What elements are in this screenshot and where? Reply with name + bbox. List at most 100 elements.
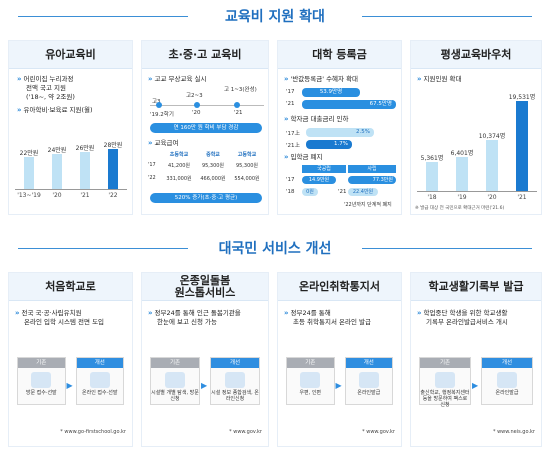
- card-tuition: 대학 등록금 » '반값등록금' 수혜자 확대 '17 53.9만명 '21 67…: [277, 40, 402, 215]
- data-label: 24만원: [47, 147, 67, 155]
- timeline-line: [150, 105, 264, 106]
- before-box: 기존 시설별 개별 탐색, 방문신청: [150, 357, 200, 405]
- bullet: » 정부24를 통해: [284, 309, 331, 317]
- service-url: * www.gov.kr: [362, 429, 395, 435]
- card-first-school: 처음학교로 » 전국 국·공·사립유치원 온라인 입학 시스템 전면 도입 기존 …: [8, 272, 133, 447]
- bullet: » 학자금 대출금리 인하: [284, 115, 349, 123]
- before-icon: [435, 372, 455, 388]
- bullet: » 전국 국·공·사립유치원: [15, 309, 82, 317]
- after-box: 개선 온라인발급: [344, 357, 393, 405]
- row-year: '21: [286, 101, 295, 107]
- bar-fee-private-17: 77.3만원: [348, 176, 396, 184]
- tick-label: '21: [80, 192, 90, 199]
- after-label: 개선: [76, 358, 123, 368]
- after-box: 개선 온라인 접수·선발: [75, 357, 124, 405]
- row-year: '17: [286, 89, 295, 95]
- divider: [362, 248, 532, 249]
- note: '22년까지 단계적 폐지: [344, 202, 392, 208]
- tick-label: '13~'19: [17, 192, 41, 199]
- after-text: 온라인발급: [357, 390, 381, 396]
- service-url: * www.gov.kr: [229, 429, 262, 435]
- before-label: 기존: [18, 358, 65, 368]
- data-label: 22만원: [19, 149, 39, 157]
- before-text: 방문 접수·선발: [25, 390, 57, 396]
- bar: [456, 157, 468, 191]
- before-box: 기존 출신학교, 행정복지센터 등을 방문하여 팩스로 신청: [419, 357, 471, 408]
- step-label: 고 1~3(완성): [224, 87, 257, 93]
- step-label: 고2~3: [186, 93, 203, 99]
- bullet: » 입학금 폐지: [284, 153, 323, 161]
- step-year: '21: [234, 110, 243, 116]
- bar-beneficiaries-17: 53.9만명: [302, 88, 360, 97]
- card-early-childhood: 유아교육비 » 어린이집 누리과정 전액 국고 지원 ('18~, 약 2조원) …: [8, 40, 133, 215]
- card-title: 유아교육비: [9, 41, 132, 69]
- free-education-steps: 고3 고2~3 고 1~3(완성) '19.2학기 '20 '21: [150, 87, 264, 118]
- bar: [80, 151, 90, 189]
- card-online-notice: 온라인취학통지서 » 정부24를 통해 초등 취학통지서 온라인 발급 기존 우편…: [277, 272, 402, 447]
- card-title: 평생교육바우처: [411, 41, 541, 69]
- bullet: » 유아학비·보육료 지원(월): [17, 106, 93, 114]
- bullet-cont: 초등 취학통지서 온라인 발급: [293, 318, 371, 326]
- bar-beneficiaries-21: 67.5만명: [302, 100, 396, 109]
- card-lifelong-voucher: 평생교육바우처 » 지원인원 확대 5,361명 '18 6,401명 '19 10,37…: [410, 40, 542, 215]
- service-url: * www.neis.go.kr: [492, 429, 535, 435]
- timeline-dot: [234, 102, 240, 108]
- after-label: 개선: [345, 358, 392, 368]
- card-title: 온라인취학통지서: [278, 273, 401, 301]
- bullet: » 고교 무상교육 실시: [148, 75, 207, 83]
- before-text: 우편, 인편: [299, 390, 322, 396]
- after-icon: [89, 372, 110, 388]
- tick-label: '20: [52, 192, 62, 199]
- bar-chart-childcare: 22만원 '13~'19 24만원 '20 26만원 '21 28만원 '22: [15, 137, 127, 201]
- bullet: » 정부24를 통해 인근 돌봄기관을: [148, 309, 241, 317]
- before-box: 기존 방문 접수·선발: [17, 357, 66, 405]
- card-title: 처음학교로: [9, 273, 132, 301]
- tick-label: '19: [457, 194, 467, 201]
- row-year: '21上: [286, 143, 301, 149]
- after-box: 개선 시설 정보 종합검색, 온라인신청: [210, 357, 260, 405]
- card-title: 온종일돌봄 원스톱서비스: [142, 273, 268, 301]
- col-head: 고등학교: [237, 152, 257, 158]
- bar-fee-public-17: 14.9만원: [302, 176, 336, 184]
- bar-chart-voucher: 5,361명 '18 6,401명 '19 10,374명 '20 19,531명 '21: [417, 89, 537, 203]
- card-school-costs: 초·중·고 교육비 »고교 무상교육 실시 고3 고2~3 고 1~3(완성) …: [141, 40, 269, 215]
- row-year: '18: [286, 189, 295, 195]
- bar: [516, 101, 528, 191]
- row-year: '17上: [286, 131, 301, 137]
- row-year: '21: [338, 189, 347, 195]
- step-year: '19.2학기: [150, 112, 174, 118]
- after-text: 온라인 접수·선발: [82, 390, 118, 396]
- bullet: » '반값등록금' 수혜자 확대: [284, 75, 359, 83]
- card-all-day-care: 온종일돌봄 원스톱서비스 » 정부24를 통해 인근 돌봄기관을 한눈에 보고 신청…: [141, 272, 269, 447]
- timeline-dot: [156, 102, 162, 108]
- after-box: 개선 온라인발급: [481, 357, 533, 405]
- after-icon: [358, 372, 379, 388]
- section-title-education: 교육비 지원 확대: [0, 6, 550, 26]
- bar: [24, 156, 34, 189]
- bar: [486, 140, 498, 191]
- col-head: 초등학교: [169, 152, 189, 158]
- bullet-cont: 기록부 온라인발급서비스 개시: [426, 318, 508, 326]
- data-label: 19,531명: [508, 94, 536, 101]
- x-axis: [15, 189, 127, 190]
- before-box: 기존 우편, 인편: [286, 357, 335, 405]
- bar: [426, 161, 438, 191]
- before-label: 기존: [151, 358, 199, 368]
- before-text: 출신학교, 행정복지센터 등을 방문하여 팩스로 신청: [420, 390, 470, 408]
- card-school-record: 학교생활기록부 발급 » 학업중단 학생을 위한 학교생활 기록부 온라인발급서비…: [410, 272, 542, 447]
- divider: [362, 16, 532, 17]
- data-label: 10,374명: [478, 133, 506, 141]
- row-year: '17: [286, 177, 295, 183]
- bullet: » 어린이집 누리과정: [17, 75, 74, 83]
- divider: [18, 248, 188, 249]
- data-label: 5,361명: [420, 154, 444, 162]
- timeline-dot: [194, 102, 200, 108]
- step-year: '20: [192, 110, 201, 116]
- before-icon: [31, 372, 52, 388]
- bar: [108, 149, 118, 189]
- bar-fee-public-18: 0원: [302, 188, 318, 196]
- card-title: 학교생활기록부 발급: [411, 273, 541, 301]
- bullet: » 학업중단 학생을 위한 학교생활: [417, 309, 508, 317]
- tick-label: '22: [108, 192, 118, 199]
- before-text: 시설별 개별 탐색, 방문신청: [151, 390, 199, 402]
